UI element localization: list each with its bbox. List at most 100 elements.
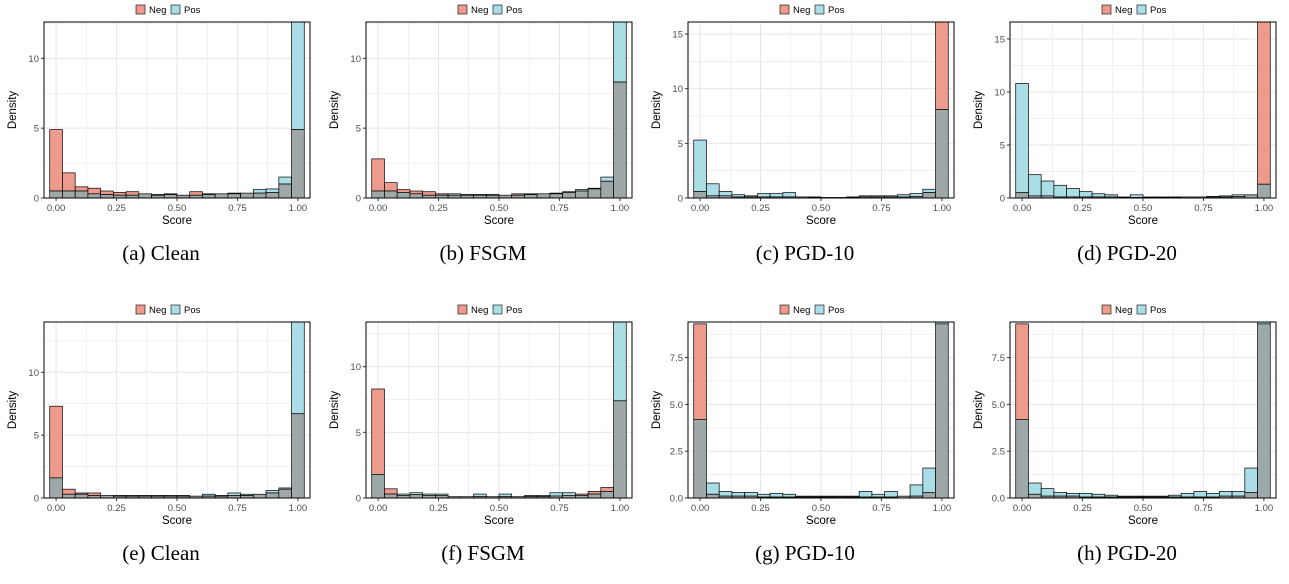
- y-tick-label: 5: [356, 124, 361, 135]
- bar-pos: [227, 492, 241, 496]
- histogram-panel: 0.00 0.25 0.50 0.75 1.00 0 5 10 Score Density Neg P…: [322, 300, 644, 584]
- legend-label-neg: Neg: [471, 5, 488, 16]
- bar-overlap: [384, 493, 398, 499]
- bar-pos: [718, 191, 733, 197]
- bar-overlap: [1257, 323, 1271, 499]
- legend-swatch-pos: [814, 304, 825, 315]
- x-tick-label: 0.50: [168, 503, 187, 514]
- bar-pos: [278, 176, 292, 185]
- histogram-panel: 0.00 0.25 0.50 0.75 1.00 0 5 10 Score Density Neg P…: [0, 0, 322, 284]
- bar-neg: [1257, 21, 1271, 185]
- y-tick-label: 10: [350, 54, 361, 65]
- bar-overlap: [62, 190, 76, 199]
- y-tick-label: 5: [34, 431, 39, 442]
- x-tick-label: 0.25: [429, 203, 448, 214]
- bar-overlap: [74, 493, 89, 499]
- y-axis-label: Density: [973, 391, 985, 430]
- legend-label-pos: Pos: [828, 305, 845, 316]
- bar-overlap: [100, 194, 114, 199]
- x-tick-label: 0.50: [490, 203, 509, 214]
- bar-overlap: [278, 183, 292, 199]
- y-tick-label: 2.5: [670, 447, 683, 458]
- histogram-panel: 0.00 0.25 0.50 0.75 1.00 0 5 10 15 Score Density Ne…: [966, 0, 1288, 284]
- y-tick-label: 0: [356, 494, 361, 505]
- bar-pos: [909, 484, 924, 497]
- bar-pos: [1028, 174, 1042, 197]
- bar-overlap: [291, 413, 305, 499]
- bar-pos: [473, 493, 487, 498]
- bar-neg: [100, 190, 114, 195]
- bar-overlap: [693, 419, 707, 499]
- bar-overlap: [706, 493, 720, 499]
- bar-neg: [87, 187, 101, 195]
- y-tick-label: 10: [672, 84, 683, 95]
- bar-neg: [189, 191, 203, 196]
- bar-pos: [757, 493, 771, 498]
- legend-label-pos: Pos: [184, 305, 201, 316]
- bar-neg: [371, 388, 385, 475]
- bar-pos: [922, 188, 936, 193]
- bar-neg: [1015, 323, 1029, 420]
- bar-overlap: [409, 193, 423, 199]
- x-tick-label: 1.00: [933, 503, 952, 514]
- x-tick-label: 0.75: [550, 503, 569, 514]
- legend: Neg Pos: [135, 4, 201, 16]
- bar-overlap: [62, 493, 76, 499]
- histogram-chart: 0.00 0.25 0.50 0.75 1.00 0 5 10 15 Score Density Ne…: [651, 4, 955, 227]
- y-tick-label: 0: [34, 194, 39, 205]
- bar-overlap: [1015, 419, 1029, 499]
- bar-pos: [562, 492, 576, 496]
- y-tick-label: 7.5: [992, 353, 1005, 364]
- figure-grid: 0.00 0.25 0.50 0.75 1.00 0 5 10 Score Density Neg P…: [0, 0, 1288, 565]
- bar-neg: [62, 488, 76, 495]
- bar-pos: [1079, 492, 1093, 498]
- x-tick-label: 0.75: [1194, 503, 1213, 514]
- x-tick-label: 0.50: [168, 203, 187, 214]
- legend-label-neg: Neg: [793, 305, 810, 316]
- histogram-panel: 0.00 0.25 0.50 0.75 1.00 0.0 2.5 5.0 7.5 Score Den…: [966, 300, 1288, 584]
- bar-pos: [291, 21, 305, 130]
- bar-overlap: [371, 474, 385, 499]
- legend-label-neg: Neg: [793, 5, 810, 16]
- bar-neg: [125, 191, 140, 196]
- x-tick-label: 0.75: [228, 503, 247, 514]
- bar-pos: [1066, 492, 1080, 497]
- bar-neg: [49, 129, 63, 192]
- x-tick-label: 0.25: [429, 503, 448, 514]
- bar-pos: [600, 176, 614, 182]
- bar-overlap: [922, 492, 936, 499]
- bar-neg: [113, 192, 127, 196]
- bar-overlap: [49, 190, 63, 199]
- y-tick-label: 5: [1000, 140, 1005, 151]
- bar-pos: [1015, 83, 1029, 194]
- bar-pos: [1040, 180, 1055, 197]
- y-axis-label: Density: [973, 91, 985, 130]
- histogram-chart: 0.00 0.25 0.50 0.75 1.00 0 5 10 Score Density Neg P…: [7, 304, 311, 527]
- subfigure-caption: (a) Clean: [122, 241, 200, 265]
- bar-overlap: [1244, 492, 1258, 499]
- x-tick-label: 0.75: [550, 203, 569, 214]
- histogram-chart: 0.00 0.25 0.50 0.75 1.00 0.0 2.5 5.0 7.5 Score Den…: [651, 304, 955, 527]
- bar-overlap: [587, 493, 602, 499]
- legend: Neg Pos: [457, 304, 523, 316]
- subfigure-caption: (h) PGD-20: [1077, 541, 1177, 565]
- legend-swatch-neg: [457, 304, 468, 315]
- bar-pos: [265, 490, 280, 494]
- x-tick-label: 0.00: [47, 203, 66, 214]
- legend-swatch-pos: [170, 304, 181, 315]
- legend: Neg Pos: [779, 4, 845, 16]
- bar-pos: [922, 467, 936, 493]
- bar-pos: [1091, 493, 1106, 498]
- legend-swatch-neg: [1101, 4, 1112, 15]
- x-axis-label: Score: [162, 515, 192, 527]
- x-tick-label: 0.50: [812, 503, 831, 514]
- bar-pos: [253, 189, 267, 194]
- y-axis-label: Density: [7, 391, 19, 430]
- x-tick-label: 0.75: [228, 203, 247, 214]
- legend-swatch-neg: [135, 4, 146, 15]
- bar-pos: [706, 482, 720, 495]
- bar-overlap: [600, 491, 614, 499]
- bar-neg: [422, 191, 436, 196]
- y-tick-label: 15: [672, 30, 683, 41]
- x-tick-label: 0.75: [872, 503, 891, 514]
